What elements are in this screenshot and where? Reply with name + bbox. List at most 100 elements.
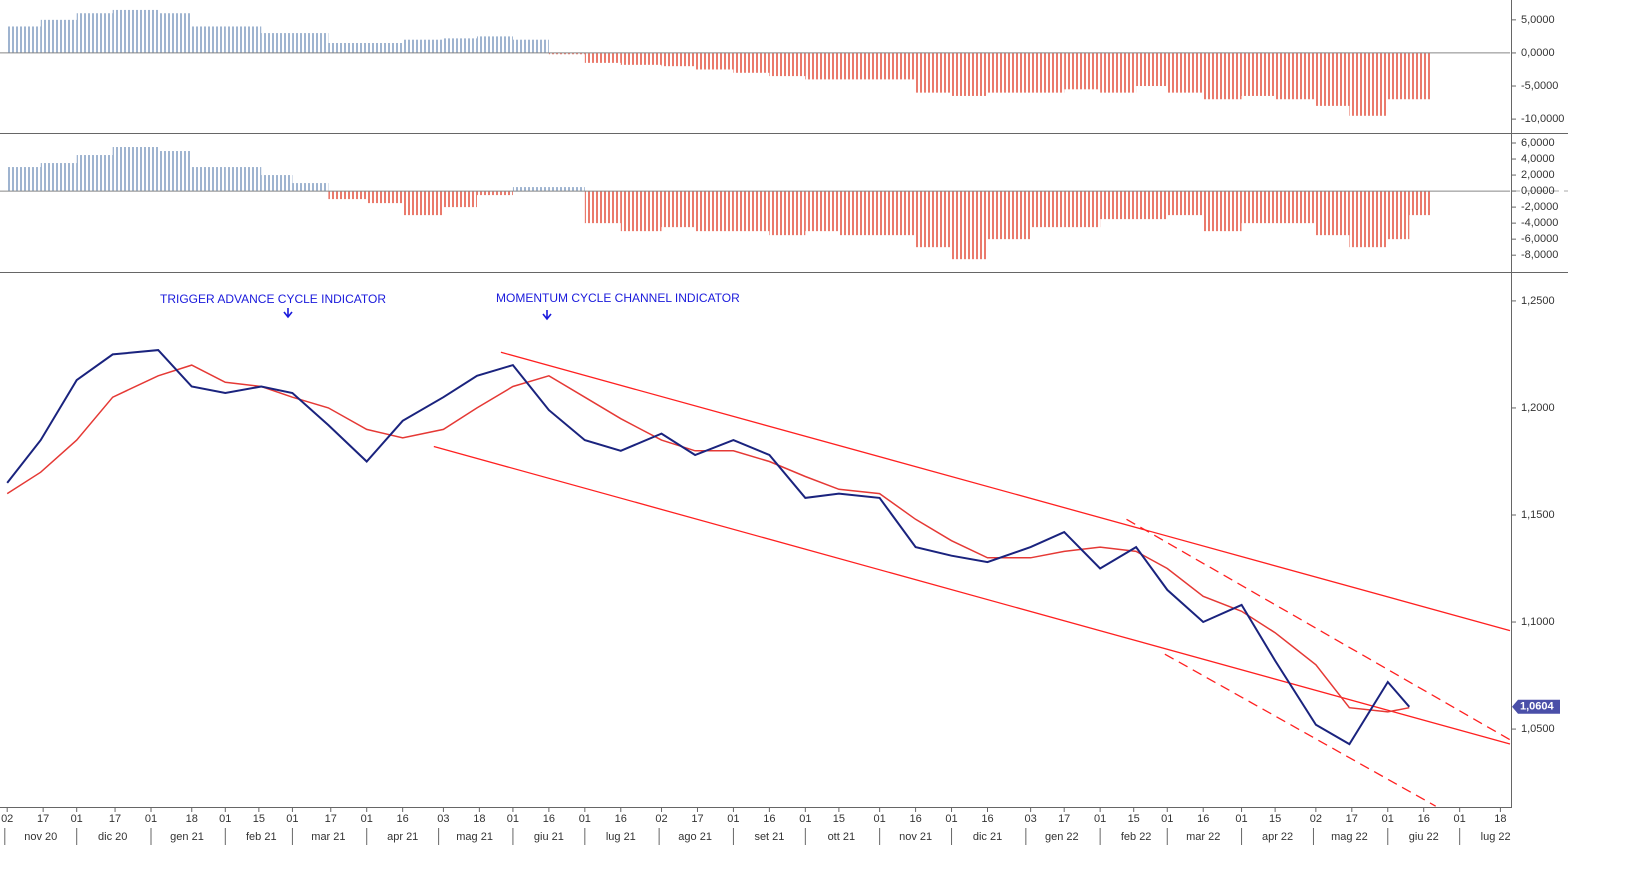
month-label: dic 20 bbox=[98, 831, 127, 843]
x-tick-label: 16 bbox=[981, 813, 993, 825]
bar bbox=[584, 52, 621, 63]
month-label: ago 21 bbox=[678, 831, 712, 843]
bar bbox=[7, 26, 41, 53]
x-tick-label: 16 bbox=[909, 813, 921, 825]
month-label: gen 22 bbox=[1045, 831, 1079, 843]
bar bbox=[584, 191, 621, 224]
y-tick-label: -4,0000 bbox=[1521, 217, 1558, 229]
bar bbox=[1030, 52, 1065, 93]
x-tick-label: 03 bbox=[437, 813, 449, 825]
bar bbox=[328, 43, 367, 53]
x-tick-label: 01 bbox=[799, 813, 811, 825]
month-label: apr 22 bbox=[1262, 831, 1293, 843]
price-tag bbox=[1512, 699, 1560, 714]
bar bbox=[1409, 52, 1432, 100]
y-tick-label: 0,0000 bbox=[1521, 185, 1555, 197]
bar bbox=[1167, 191, 1204, 216]
bar bbox=[1315, 52, 1350, 106]
x-tick-label: 17 bbox=[109, 813, 121, 825]
bar bbox=[158, 151, 192, 192]
x-tick-label: 16 bbox=[397, 813, 409, 825]
x-tick-label: 02 bbox=[1, 813, 13, 825]
x-tick-label: 17 bbox=[1058, 813, 1070, 825]
x-tick-label: 16 bbox=[1197, 813, 1209, 825]
bar bbox=[733, 191, 770, 232]
bar bbox=[695, 191, 734, 232]
y-tick-label: -6,0000 bbox=[1521, 233, 1558, 245]
y-tick-label: -10,0000 bbox=[1521, 113, 1564, 125]
bar bbox=[769, 52, 806, 77]
x-tick-label: 01 bbox=[145, 813, 157, 825]
month-label: set 21 bbox=[754, 831, 784, 843]
bar bbox=[987, 52, 1031, 93]
month-label: giu 21 bbox=[534, 831, 564, 843]
moving-average bbox=[6, 364, 1410, 713]
x-tick-label: 01 bbox=[71, 813, 83, 825]
bar bbox=[1064, 52, 1101, 90]
y-tick-label: 5,0000 bbox=[1521, 14, 1555, 26]
bar bbox=[512, 39, 549, 53]
y-tick-label: 0,0000 bbox=[1521, 47, 1555, 59]
bar bbox=[1275, 191, 1316, 224]
bar bbox=[548, 187, 585, 192]
bar bbox=[261, 175, 293, 192]
x-tick-label: 17 bbox=[691, 813, 703, 825]
bar bbox=[1064, 191, 1101, 228]
y-tick-label: 6,0000 bbox=[1521, 137, 1555, 149]
x-tick-label: 15 bbox=[1269, 813, 1281, 825]
bar bbox=[1349, 191, 1388, 248]
x-tick-label: 01 bbox=[1454, 813, 1466, 825]
x-tick-label: 16 bbox=[615, 813, 627, 825]
bar bbox=[951, 191, 988, 260]
channel-line bbox=[1126, 518, 1511, 741]
x-tick-label: 01 bbox=[727, 813, 739, 825]
bar bbox=[1136, 191, 1168, 220]
x-tick-label: 01 bbox=[286, 813, 298, 825]
channel-line bbox=[500, 351, 1511, 632]
bar bbox=[987, 191, 1031, 240]
x-tick-label: 01 bbox=[1382, 813, 1394, 825]
month-label: mar 21 bbox=[311, 831, 345, 843]
bar bbox=[1349, 52, 1388, 116]
bar bbox=[112, 147, 159, 192]
x-tick-label: 17 bbox=[1346, 813, 1358, 825]
bar bbox=[292, 183, 329, 192]
bar bbox=[1315, 191, 1350, 236]
x-tick-label: 01 bbox=[874, 813, 886, 825]
bar bbox=[1030, 191, 1065, 228]
y-tick-label: 2,0000 bbox=[1521, 169, 1555, 181]
bar bbox=[838, 191, 880, 236]
bar bbox=[951, 52, 988, 96]
x-tick-label: 16 bbox=[1418, 813, 1430, 825]
bar bbox=[112, 9, 159, 53]
bar bbox=[158, 13, 192, 53]
x-tick-label: 17 bbox=[325, 813, 337, 825]
x-tick-label: 01 bbox=[507, 813, 519, 825]
x-tick-label: 02 bbox=[1310, 813, 1322, 825]
x-tick-label: 18 bbox=[473, 813, 485, 825]
bar bbox=[76, 155, 113, 192]
month-label: feb 22 bbox=[1121, 831, 1152, 843]
bar bbox=[620, 191, 662, 232]
bar bbox=[402, 191, 444, 216]
x-tick-label: 16 bbox=[763, 813, 775, 825]
y-tick-label: 1,1000 bbox=[1521, 616, 1555, 628]
bar bbox=[261, 33, 293, 53]
month-label: feb 21 bbox=[246, 831, 277, 843]
annotation-arrow bbox=[283, 308, 293, 319]
x-tick-label: 16 bbox=[543, 813, 555, 825]
month-label: dic 21 bbox=[973, 831, 1002, 843]
bar bbox=[838, 52, 880, 80]
month-label: nov 20 bbox=[24, 831, 57, 843]
x-tick-label: 01 bbox=[1094, 813, 1106, 825]
bar bbox=[879, 52, 916, 80]
month-label: mar 22 bbox=[1186, 831, 1220, 843]
bar bbox=[191, 167, 226, 192]
bar bbox=[1387, 52, 1410, 100]
month-label: lug 21 bbox=[606, 831, 636, 843]
bar bbox=[191, 26, 226, 53]
channel-line bbox=[1164, 653, 1437, 807]
x-tick-label: 17 bbox=[37, 813, 49, 825]
month-label: ott 21 bbox=[828, 831, 856, 843]
